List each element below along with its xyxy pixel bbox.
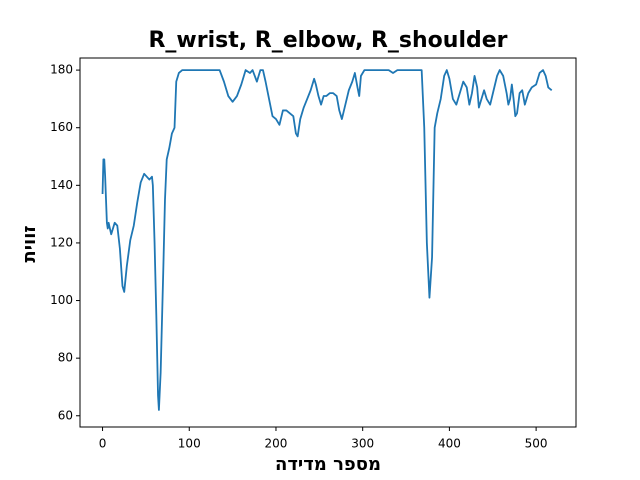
x-axis-label: מספר מדידה <box>275 454 381 475</box>
data-line <box>101 69 553 411</box>
y-tick-label: 100 <box>50 293 73 307</box>
y-axis-label: זווית <box>19 225 40 262</box>
chart-title: R_wrist, R_elbow, R_shoulder <box>148 28 507 53</box>
y-tick-label: 180 <box>50 63 73 77</box>
y-tick-label: 120 <box>50 235 73 249</box>
y-tick-label: 60 <box>58 408 73 422</box>
x-tick-label: 400 <box>438 437 461 451</box>
x-tick-label: 0 <box>99 437 107 451</box>
x-tick-label: 200 <box>265 437 288 451</box>
y-tick-label: 160 <box>50 120 73 134</box>
y-tick-label: 140 <box>50 178 73 192</box>
x-tick-label: 500 <box>525 437 548 451</box>
x-tick-label: 100 <box>178 437 201 451</box>
x-tick-label: 300 <box>351 437 374 451</box>
y-tick-label: 80 <box>58 351 73 365</box>
